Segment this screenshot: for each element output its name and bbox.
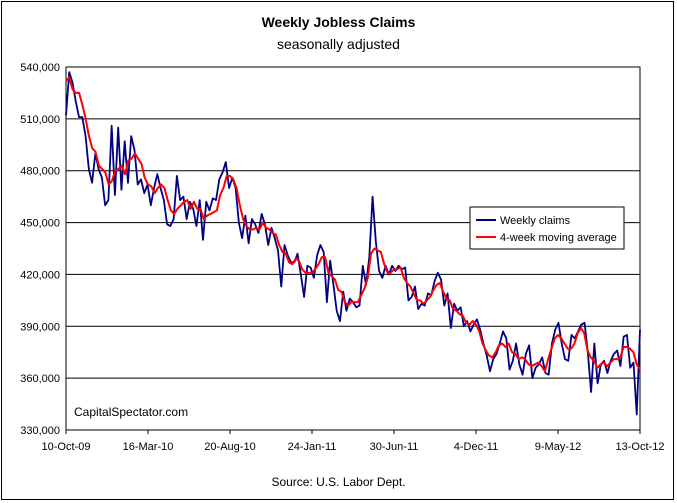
legend-label: 4-week moving average: [500, 232, 617, 244]
y-tick-label: 330,000: [20, 425, 60, 437]
x-tick-label: 30-Jun-11: [370, 441, 419, 453]
watermark-text: CapitalSpectator.com: [74, 405, 188, 419]
plot-area: [65, 66, 641, 431]
y-axis-labels: 330,000 360,000 390,000 420,000 450,000 480,0…: [20, 62, 60, 437]
x-tick-label: 13-Oct-12: [616, 441, 665, 453]
chart-title: Weekly Jobless Claims: [261, 14, 416, 30]
x-tick-label: 10-Oct-09: [42, 441, 91, 453]
y-tick-label: 390,000: [20, 321, 60, 333]
y-tick-label: 540,000: [20, 62, 60, 74]
y-tick-label: 360,000: [20, 373, 60, 385]
x-tick-label: 24-Jan-11: [288, 441, 337, 453]
chart-subtitle: seasonally adjusted: [277, 36, 400, 52]
legend-box: [469, 206, 625, 250]
y-tick-label: 420,000: [20, 269, 60, 281]
x-tick-label: 4-Dec-11: [454, 441, 498, 453]
legend-label: Weekly claims: [500, 215, 571, 227]
y-tick-label: 510,000: [20, 114, 60, 126]
y-tick-label: 450,000: [20, 218, 60, 230]
y-tick-label: 480,000: [20, 166, 60, 178]
x-tick-label: 9-May-12: [535, 441, 581, 453]
legend: Weekly claims 4-week moving average: [469, 206, 625, 250]
chart-source: Source: U.S. Labor Dept.: [271, 475, 406, 489]
moving-average-line: [65, 76, 641, 373]
x-axis-labels: 10-Oct-09 16-Mar-10 20-Aug-10 24-Jan-11 30-J…: [42, 430, 665, 453]
x-tick-label: 16-Mar-10: [123, 441, 174, 453]
series-lines: [65, 71, 641, 416]
x-tick-label: 20-Aug-10: [204, 441, 255, 453]
